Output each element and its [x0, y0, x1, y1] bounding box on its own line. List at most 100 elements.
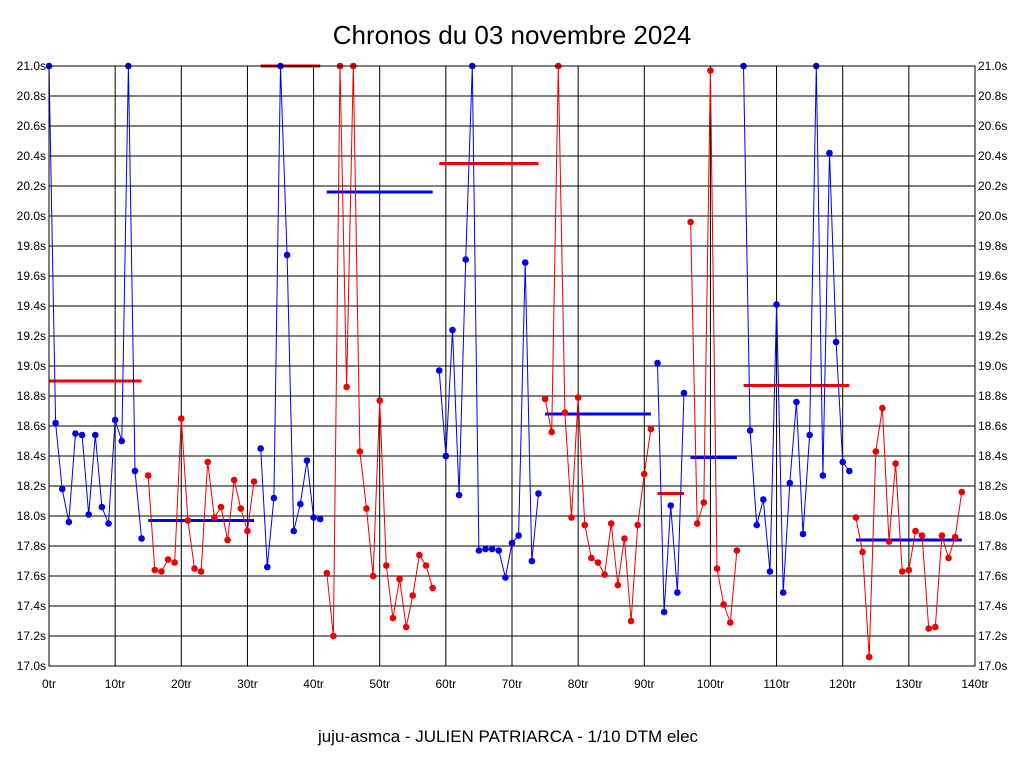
y-tick-label-right: 19.4s	[978, 299, 1007, 313]
lap-point	[389, 614, 397, 622]
lap-point	[720, 601, 727, 608]
lap-point	[356, 448, 364, 455]
stint-series	[654, 359, 688, 616]
lap-point	[224, 536, 231, 544]
lap-point	[343, 383, 350, 391]
x-tick-label: 110tr	[763, 677, 789, 691]
y-tick-label-right: 17.0s	[978, 659, 1007, 673]
lap-point	[700, 499, 708, 506]
lap-point	[667, 502, 675, 509]
lap-point	[528, 557, 536, 565]
lap-point	[237, 505, 245, 512]
x-tick-label: 20tr	[171, 677, 192, 691]
stint-series	[323, 62, 436, 640]
x-tick-label: 80tr	[568, 677, 589, 691]
chart-footer: juju-asmca - JULIEN PATRIARCA - 1/10 DTM…	[317, 727, 699, 746]
lap-point	[674, 589, 681, 596]
y-tick-label-right: 21.0s	[978, 59, 1007, 73]
grid	[48, 65, 976, 667]
lap-point	[951, 533, 959, 541]
lap-point	[601, 571, 608, 578]
y-tick-label-left: 19.8s	[17, 239, 46, 253]
lap-point	[244, 527, 251, 535]
y-tick-label-left: 18.0s	[17, 509, 46, 523]
lap-point	[594, 559, 602, 566]
y-tick-label-right: 20.4s	[978, 149, 1007, 163]
lap-point	[422, 562, 430, 569]
y-tick-label-left: 20.2s	[17, 179, 46, 193]
lap-point	[197, 568, 205, 575]
lap-point	[363, 505, 370, 512]
lap-point	[561, 409, 569, 416]
series-line	[657, 362, 685, 613]
lap-point	[839, 458, 847, 466]
lap-point	[535, 490, 542, 497]
lap-point	[753, 521, 761, 529]
lap-point	[144, 472, 152, 479]
lap-point	[799, 530, 807, 538]
stint-series	[45, 62, 145, 542]
y-tick-label-left: 20.8s	[17, 89, 46, 103]
y-tick-label-left: 20.0s	[17, 209, 46, 223]
lap-point	[429, 584, 436, 592]
y-tick-label-right: 17.4s	[978, 599, 1007, 613]
lap-point	[779, 589, 787, 596]
x-tick-label: 30tr	[237, 677, 258, 691]
lap-point	[905, 566, 913, 574]
lap-point	[932, 623, 939, 631]
lap-point	[118, 437, 126, 445]
y-tick-label-right: 19.0s	[978, 359, 1007, 373]
stint-series	[435, 62, 542, 581]
lap-point	[131, 467, 139, 475]
lap-point	[396, 575, 403, 583]
lap-point	[383, 562, 390, 569]
lap-point	[316, 515, 324, 523]
lap-point	[330, 632, 337, 640]
lap-point	[846, 467, 853, 475]
lap-point	[852, 514, 860, 521]
lap-point	[495, 547, 503, 554]
lap-point	[290, 527, 298, 535]
lap-point	[647, 425, 655, 433]
lap-point	[409, 592, 417, 599]
lap-point	[726, 619, 734, 626]
lap-point	[217, 503, 225, 511]
lap-point	[806, 431, 813, 439]
lap-point	[912, 527, 919, 535]
x-tick-label: 90tr	[634, 677, 655, 691]
lap-point	[872, 448, 880, 455]
y-tick-label-left: 21.0s	[17, 59, 46, 73]
y-tick-label-left: 20.4s	[17, 149, 46, 163]
lap-point	[263, 563, 271, 571]
lap-point	[449, 326, 456, 334]
stint-series	[541, 62, 655, 625]
lap-point	[462, 256, 470, 263]
y-tick-label-left: 17.0s	[17, 659, 46, 673]
lap-point	[938, 532, 946, 539]
y-tick-label-left: 17.6s	[17, 569, 46, 583]
y-tick-label-left: 18.8s	[17, 389, 46, 403]
lap-point	[819, 472, 827, 479]
x-tick-label: 50tr	[369, 677, 390, 691]
lap-point	[654, 359, 661, 367]
lap-point	[879, 404, 886, 412]
lap-point	[521, 259, 529, 266]
lap-point	[640, 470, 648, 478]
lap-point	[297, 500, 304, 508]
series-line	[438, 65, 539, 578]
y-tick-label-right: 19.2s	[978, 329, 1007, 343]
x-tick-label: 120tr	[829, 677, 856, 691]
y-tick-label-left: 18.4s	[17, 449, 46, 463]
lap-point	[760, 496, 767, 503]
y-tick-label-right: 20.2s	[978, 179, 1007, 193]
y-tick-label-right: 18.6s	[978, 419, 1007, 433]
lap-point	[693, 520, 701, 527]
lap-point	[898, 568, 906, 575]
y-tick-label-right: 20.8s	[978, 89, 1007, 103]
lap-point	[832, 338, 840, 346]
series-line	[48, 65, 143, 539]
lap-point	[402, 623, 410, 631]
y-tick-label-left: 17.4s	[17, 599, 46, 613]
lap-point	[416, 551, 423, 559]
lap-point	[568, 514, 575, 521]
